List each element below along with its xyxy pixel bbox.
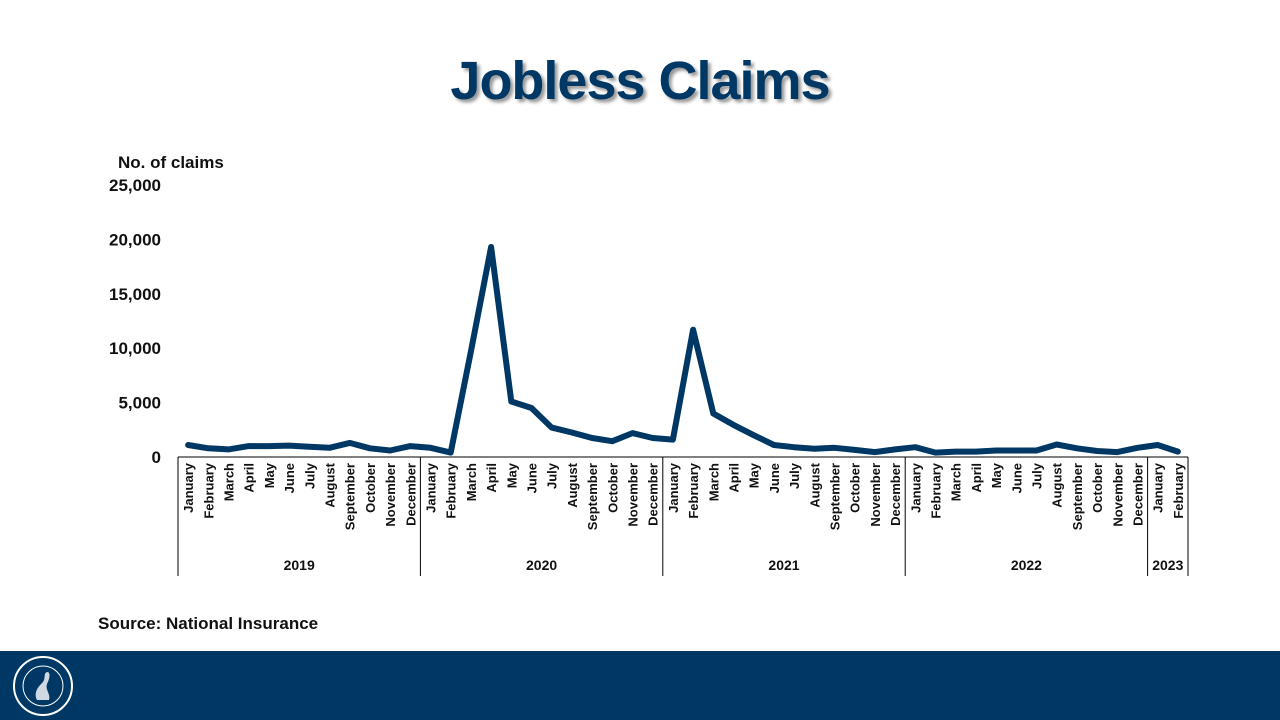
x-tick-label: June <box>767 463 782 493</box>
x-tick-label: October <box>605 463 620 513</box>
x-tick-label: June <box>1009 463 1024 493</box>
x-tick-label: August <box>565 462 580 507</box>
line-chart: No. of claims 0 5,000 10,000 15,000 20,000 25,… <box>109 153 1189 576</box>
x-tick-label: July <box>545 462 560 489</box>
y-tick-label: 25,000 <box>109 176 161 195</box>
year-label: 2022 <box>1011 557 1042 573</box>
footer-bar <box>0 651 1280 720</box>
x-tick-label: May <box>262 462 277 488</box>
x-tick-label: January <box>666 462 681 513</box>
x-tick-label: April <box>969 463 984 493</box>
x-tick-label: May <box>989 462 1004 488</box>
x-tick-label: May <box>504 462 519 488</box>
x-tick-label: August <box>323 462 338 507</box>
x-tick-label: April <box>242 463 257 493</box>
x-tick-label: November <box>868 463 883 527</box>
y-tick-label: 5,000 <box>118 394 161 413</box>
x-tick-label: March <box>706 463 721 501</box>
y-tick-label: 10,000 <box>109 339 161 358</box>
x-tick-label: July <box>787 462 802 489</box>
year-label: 2019 <box>284 557 315 573</box>
x-tick-label: November <box>626 463 641 527</box>
x-tick-label: October <box>848 463 863 513</box>
central-bank-logo <box>13 656 73 716</box>
year-label: 2020 <box>526 557 557 573</box>
x-tick-label: June <box>282 463 297 493</box>
y-tick-label: 0 <box>152 448 161 467</box>
series-line <box>185 244 1181 456</box>
x-tick-label: April <box>727 463 742 493</box>
year-label: 2023 <box>1152 557 1183 573</box>
x-tick-label: June <box>525 463 540 493</box>
x-tick-label: January <box>424 462 439 513</box>
x-tick-label: November <box>1110 463 1125 527</box>
x-tick-label: November <box>383 463 398 527</box>
x-tick-label: October <box>363 463 378 513</box>
x-tick-label: January <box>908 462 923 513</box>
x-tick-label: December <box>403 463 418 526</box>
x-tick-label: January <box>181 462 196 513</box>
x-tick-label: December <box>646 463 661 526</box>
x-tick-label: April <box>484 463 499 493</box>
source-note: Source: National Insurance <box>98 614 319 633</box>
x-tick-label: March <box>949 463 964 501</box>
x-tick-label: July <box>1030 462 1045 489</box>
x-tick-label: January <box>1151 462 1166 513</box>
x-tick-label: September <box>343 463 358 530</box>
x-tick-label: August <box>807 462 822 507</box>
x-tick-label: February <box>201 462 216 518</box>
x-tick-label: March <box>222 463 237 501</box>
x-tick-label: February <box>929 462 944 518</box>
x-tick-label: December <box>888 463 903 526</box>
x-tick-label: May <box>747 462 762 488</box>
x-tick-label: September <box>585 463 600 530</box>
y-tick-label: 20,000 <box>109 230 161 249</box>
chart-title: Jobless Claims <box>450 51 830 111</box>
x-tick-label: December <box>1131 463 1146 526</box>
x-tick-label: February <box>444 462 459 518</box>
year-label: 2021 <box>768 557 799 573</box>
y-tick-label: 15,000 <box>109 285 161 304</box>
x-tick-label: February <box>686 462 701 518</box>
x-tick-label: August <box>1050 462 1065 507</box>
x-tick-label: September <box>828 463 843 530</box>
x-tick-label: July <box>302 462 317 489</box>
y-axis-label: No. of claims <box>118 153 224 172</box>
x-tick-label: October <box>1090 463 1105 513</box>
x-tick-label: September <box>1070 463 1085 530</box>
x-tick-label: February <box>1171 462 1186 518</box>
x-tick-label: March <box>464 463 479 501</box>
